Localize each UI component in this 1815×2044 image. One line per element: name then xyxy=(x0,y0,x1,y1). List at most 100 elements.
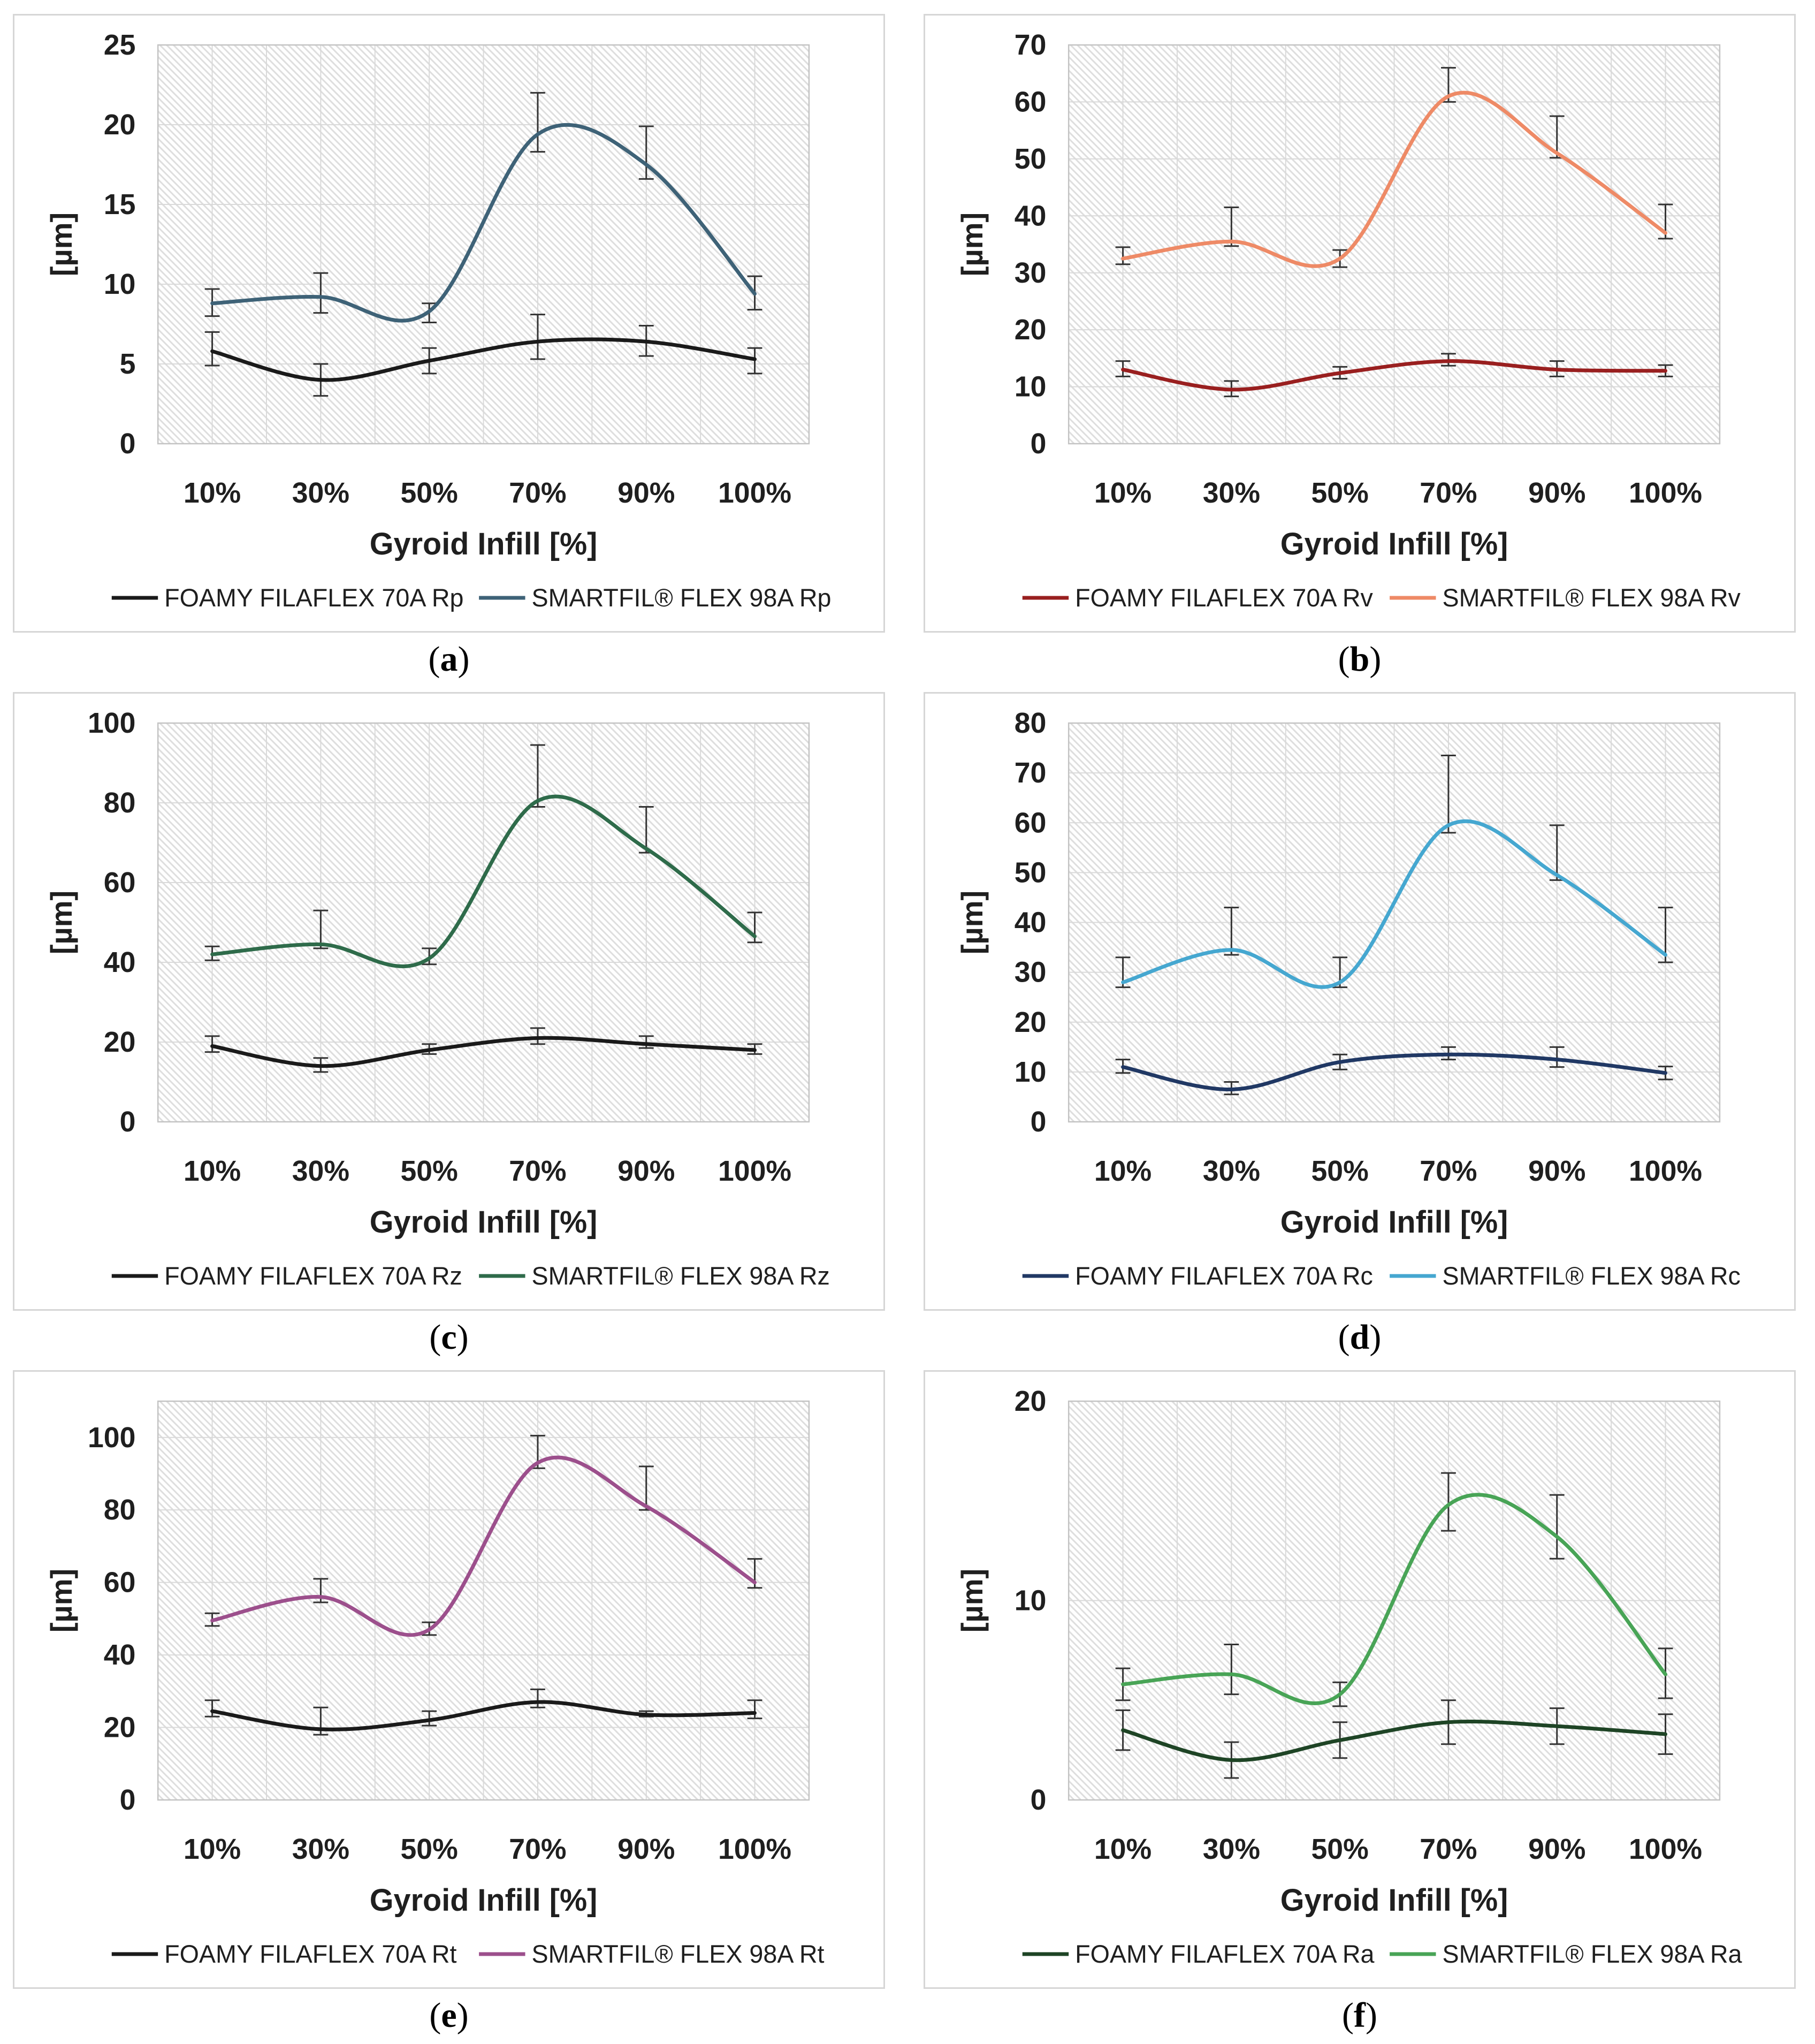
legend-label-0: FOAMY FILAFLEX 70A Rt xyxy=(164,1940,456,1968)
caption-open-paren: ( xyxy=(428,640,440,679)
chart-card-e: 0 20 40 60 80 100 [µm] 10% 30% 50% 70% 90% 100% Gyroi… xyxy=(13,1370,885,1989)
x-axis-title: Gyroid Infill [%] xyxy=(1280,527,1508,561)
legend: FOAMY FILAFLEX 70A Ra SMARTFIL® FLEX 98A … xyxy=(1022,1940,1742,1968)
svg-text:10: 10 xyxy=(104,268,136,300)
svg-text:70%: 70% xyxy=(1420,477,1477,509)
legend: FOAMY FILAFLEX 70A Rz SMARTFIL® FLEX 98A … xyxy=(111,1262,830,1290)
svg-text:0: 0 xyxy=(120,428,136,460)
legend-label-1: SMARTFIL® FLEX 98A Rp xyxy=(531,584,831,612)
plot-border xyxy=(1067,44,1721,445)
series-line-1 xyxy=(210,794,757,969)
chart-card-a: 0 5 10 15 20 25 [µm] 10% 30% 50% 70% 90% 100% Gyroid … xyxy=(13,14,885,633)
plot-border xyxy=(1067,1400,1721,1801)
y-axis-tick-labels: 0 10 20 30 40 50 60 70 80 xyxy=(1015,707,1047,1138)
panel-caption-a: (a) xyxy=(13,633,885,686)
caption-open-paren: ( xyxy=(1338,1318,1350,1357)
svg-text:0: 0 xyxy=(1031,428,1047,460)
svg-text:60: 60 xyxy=(104,867,136,899)
chart-panel-f: 0 10 20 [µm] 10% 30% 50% 70% 90% 100% Gyroid Infil… xyxy=(924,1370,1796,2044)
y-axis-title: [µm] xyxy=(44,1569,78,1632)
svg-text:70%: 70% xyxy=(509,477,566,509)
chart-b-rv: 0 10 20 30 40 50 60 70 [µm] 10% 30% 50% 70% 90% 100% Gy… xyxy=(955,29,1741,612)
error-bars-series-0 xyxy=(204,1027,762,1073)
y-axis-tick-labels: 0 20 40 60 80 100 xyxy=(88,707,135,1138)
caption-open-paren: ( xyxy=(429,1996,441,2035)
svg-text:100%: 100% xyxy=(1629,477,1702,509)
svg-text:50%: 50% xyxy=(401,1155,458,1187)
svg-text:0: 0 xyxy=(120,1106,136,1138)
svg-text:40: 40 xyxy=(1015,200,1047,232)
x-axis-tick-labels: 10% 30% 50% 70% 90% 100% xyxy=(184,1155,791,1187)
chart-a-rp: 0 5 10 15 20 25 [µm] 10% 30% 50% 70% 90% 100% Gyroid … xyxy=(44,29,832,612)
plot-border xyxy=(157,1400,810,1801)
svg-text:20: 20 xyxy=(104,1711,136,1743)
svg-text:10: 10 xyxy=(1015,1584,1047,1616)
series-line-1 xyxy=(1121,1493,1668,1706)
svg-text:60: 60 xyxy=(104,1567,136,1599)
x-axis-tick-labels: 10% 30% 50% 70% 90% 100% xyxy=(1094,1155,1702,1187)
chart-d-rc: 0 10 20 30 40 50 60 70 80 [µm] 10% 30% 50% 70% 90% 100%… xyxy=(955,707,1741,1290)
caption-open-paren: ( xyxy=(429,1318,441,1357)
svg-text:100: 100 xyxy=(88,1422,135,1454)
legend-label-1: SMARTFIL® FLEX 98A Rt xyxy=(531,1940,824,1968)
chart-panel-d: 0 10 20 30 40 50 60 70 80 [µm] 10% 30% 50% 70% 90% 100%… xyxy=(924,692,1796,1366)
error-bars-series-1 xyxy=(1115,67,1673,268)
svg-text:50%: 50% xyxy=(1311,1155,1369,1187)
svg-text:0: 0 xyxy=(120,1784,136,1816)
svg-text:70%: 70% xyxy=(1420,1833,1477,1865)
svg-text:30%: 30% xyxy=(1203,477,1260,509)
chart-card-f: 0 10 20 [µm] 10% 30% 50% 70% 90% 100% Gyroid Infil… xyxy=(924,1370,1796,1989)
caption-letter: e xyxy=(441,1996,457,2035)
plot-border xyxy=(157,722,810,1123)
svg-text:50: 50 xyxy=(1015,143,1047,175)
svg-text:0: 0 xyxy=(1031,1106,1047,1138)
svg-text:70%: 70% xyxy=(509,1155,566,1187)
chart-card-c: 0 20 40 60 80 100 [µm] 10% 30% 50% 70% 90% 100% Gyroi… xyxy=(13,692,885,1311)
legend-label-1: SMARTFIL® FLEX 98A Rc xyxy=(1442,1262,1740,1290)
chart-e-rt: 0 20 40 60 80 100 [µm] 10% 30% 50% 70% 90% 100% Gyroi… xyxy=(44,1400,825,1968)
svg-text:10: 10 xyxy=(1015,1056,1047,1088)
y-axis-title: [µm] xyxy=(955,212,989,276)
legend-label-0: FOAMY FILAFLEX 70A Ra xyxy=(1075,1940,1375,1968)
x-axis-title: Gyroid Infill [%] xyxy=(370,1883,598,1918)
svg-text:30: 30 xyxy=(1015,956,1047,989)
x-axis-tick-labels: 10% 30% 50% 70% 90% 100% xyxy=(184,1833,791,1865)
svg-text:100%: 100% xyxy=(1629,1833,1702,1865)
svg-text:100: 100 xyxy=(88,707,135,739)
svg-text:10%: 10% xyxy=(1094,1833,1151,1865)
svg-text:90%: 90% xyxy=(617,1155,675,1187)
svg-text:15: 15 xyxy=(104,188,136,221)
chart-card-b: 0 10 20 30 40 50 60 70 [µm] 10% 30% 50% 70% 90% 100% Gy… xyxy=(924,14,1796,633)
panel-caption-f: (f) xyxy=(924,1989,1796,2042)
svg-text:70%: 70% xyxy=(509,1833,566,1865)
legend-label-0: FOAMY FILAFLEX 70A Rv xyxy=(1075,584,1373,612)
y-axis-title: [µm] xyxy=(955,1569,989,1632)
svg-text:90%: 90% xyxy=(1528,1155,1585,1187)
svg-text:70%: 70% xyxy=(1420,1155,1477,1187)
plot-border xyxy=(157,44,810,445)
legend: FOAMY FILAFLEX 70A Rp SMARTFIL® FLEX 98A … xyxy=(111,584,832,612)
x-axis-title: Gyroid Infill [%] xyxy=(370,1205,598,1240)
series-line-0 xyxy=(1121,359,1668,392)
y-axis-tick-labels: 0 20 40 60 80 100 xyxy=(88,1422,135,1816)
y-axis-title: [µm] xyxy=(955,891,989,954)
svg-text:30%: 30% xyxy=(292,477,349,509)
svg-text:100%: 100% xyxy=(718,1833,791,1865)
y-axis-tick-labels: 0 10 20 xyxy=(1015,1385,1047,1816)
svg-text:50%: 50% xyxy=(1311,1833,1369,1865)
svg-text:100%: 100% xyxy=(718,477,791,509)
svg-text:20: 20 xyxy=(1015,1385,1047,1417)
caption-close-paren: ) xyxy=(456,1318,469,1357)
series-line-0 xyxy=(1121,1719,1668,1762)
error-bars-series-0 xyxy=(204,1688,762,1736)
legend-label-0: FOAMY FILAFLEX 70A Rz xyxy=(164,1262,462,1290)
y-axis-tick-labels: 0 5 10 15 20 25 xyxy=(104,29,136,460)
svg-text:100%: 100% xyxy=(718,1155,791,1187)
caption-close-paren: ) xyxy=(1365,1996,1377,2035)
chart-panel-e: 0 20 40 60 80 100 [µm] 10% 30% 50% 70% 90% 100% Gyroi… xyxy=(13,1370,885,2044)
svg-text:10: 10 xyxy=(1015,370,1047,402)
caption-letter: b xyxy=(1349,640,1370,679)
y-axis-title: [µm] xyxy=(44,891,78,954)
legend: FOAMY FILAFLEX 70A Rc SMARTFIL® FLEX 98A … xyxy=(1022,1262,1741,1290)
